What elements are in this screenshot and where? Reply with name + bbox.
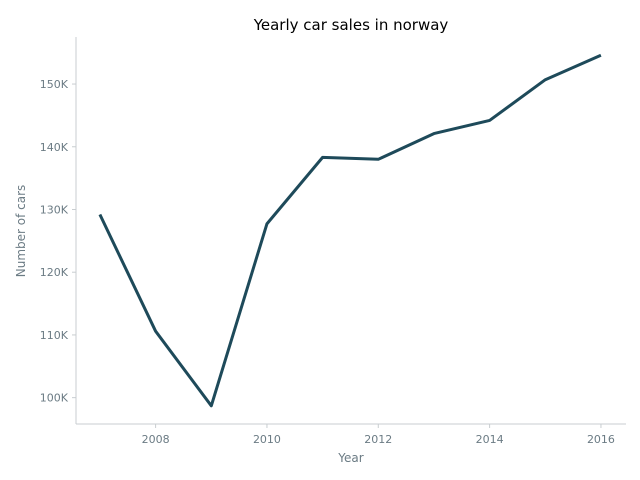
x-axis-ticks: 2008 2010 2012 2014 2016 bbox=[142, 424, 615, 446]
x-tick-label: 2016 bbox=[587, 433, 615, 446]
y-tick-label: 140K bbox=[40, 141, 69, 154]
y-tick-label: 130K bbox=[40, 203, 69, 216]
x-axis-label: Year bbox=[337, 451, 363, 465]
x-tick-label: 2008 bbox=[142, 433, 170, 446]
series-line bbox=[98, 53, 602, 408]
x-tick-label: 2010 bbox=[253, 433, 281, 446]
y-axis-label: Number of cars bbox=[14, 185, 28, 278]
y-tick-label: 150K bbox=[40, 78, 69, 91]
chart-title: Yearly car sales in norway bbox=[253, 16, 449, 34]
y-tick-label: 120K bbox=[40, 266, 69, 279]
y-tick-label: 100K bbox=[40, 392, 69, 405]
x-tick-label: 2014 bbox=[476, 433, 504, 446]
x-tick-label: 2012 bbox=[364, 433, 392, 446]
y-axis-ticks: 100K 110K 120K 130K 140K 150K bbox=[40, 78, 76, 405]
y-tick-label: 110K bbox=[40, 329, 69, 342]
